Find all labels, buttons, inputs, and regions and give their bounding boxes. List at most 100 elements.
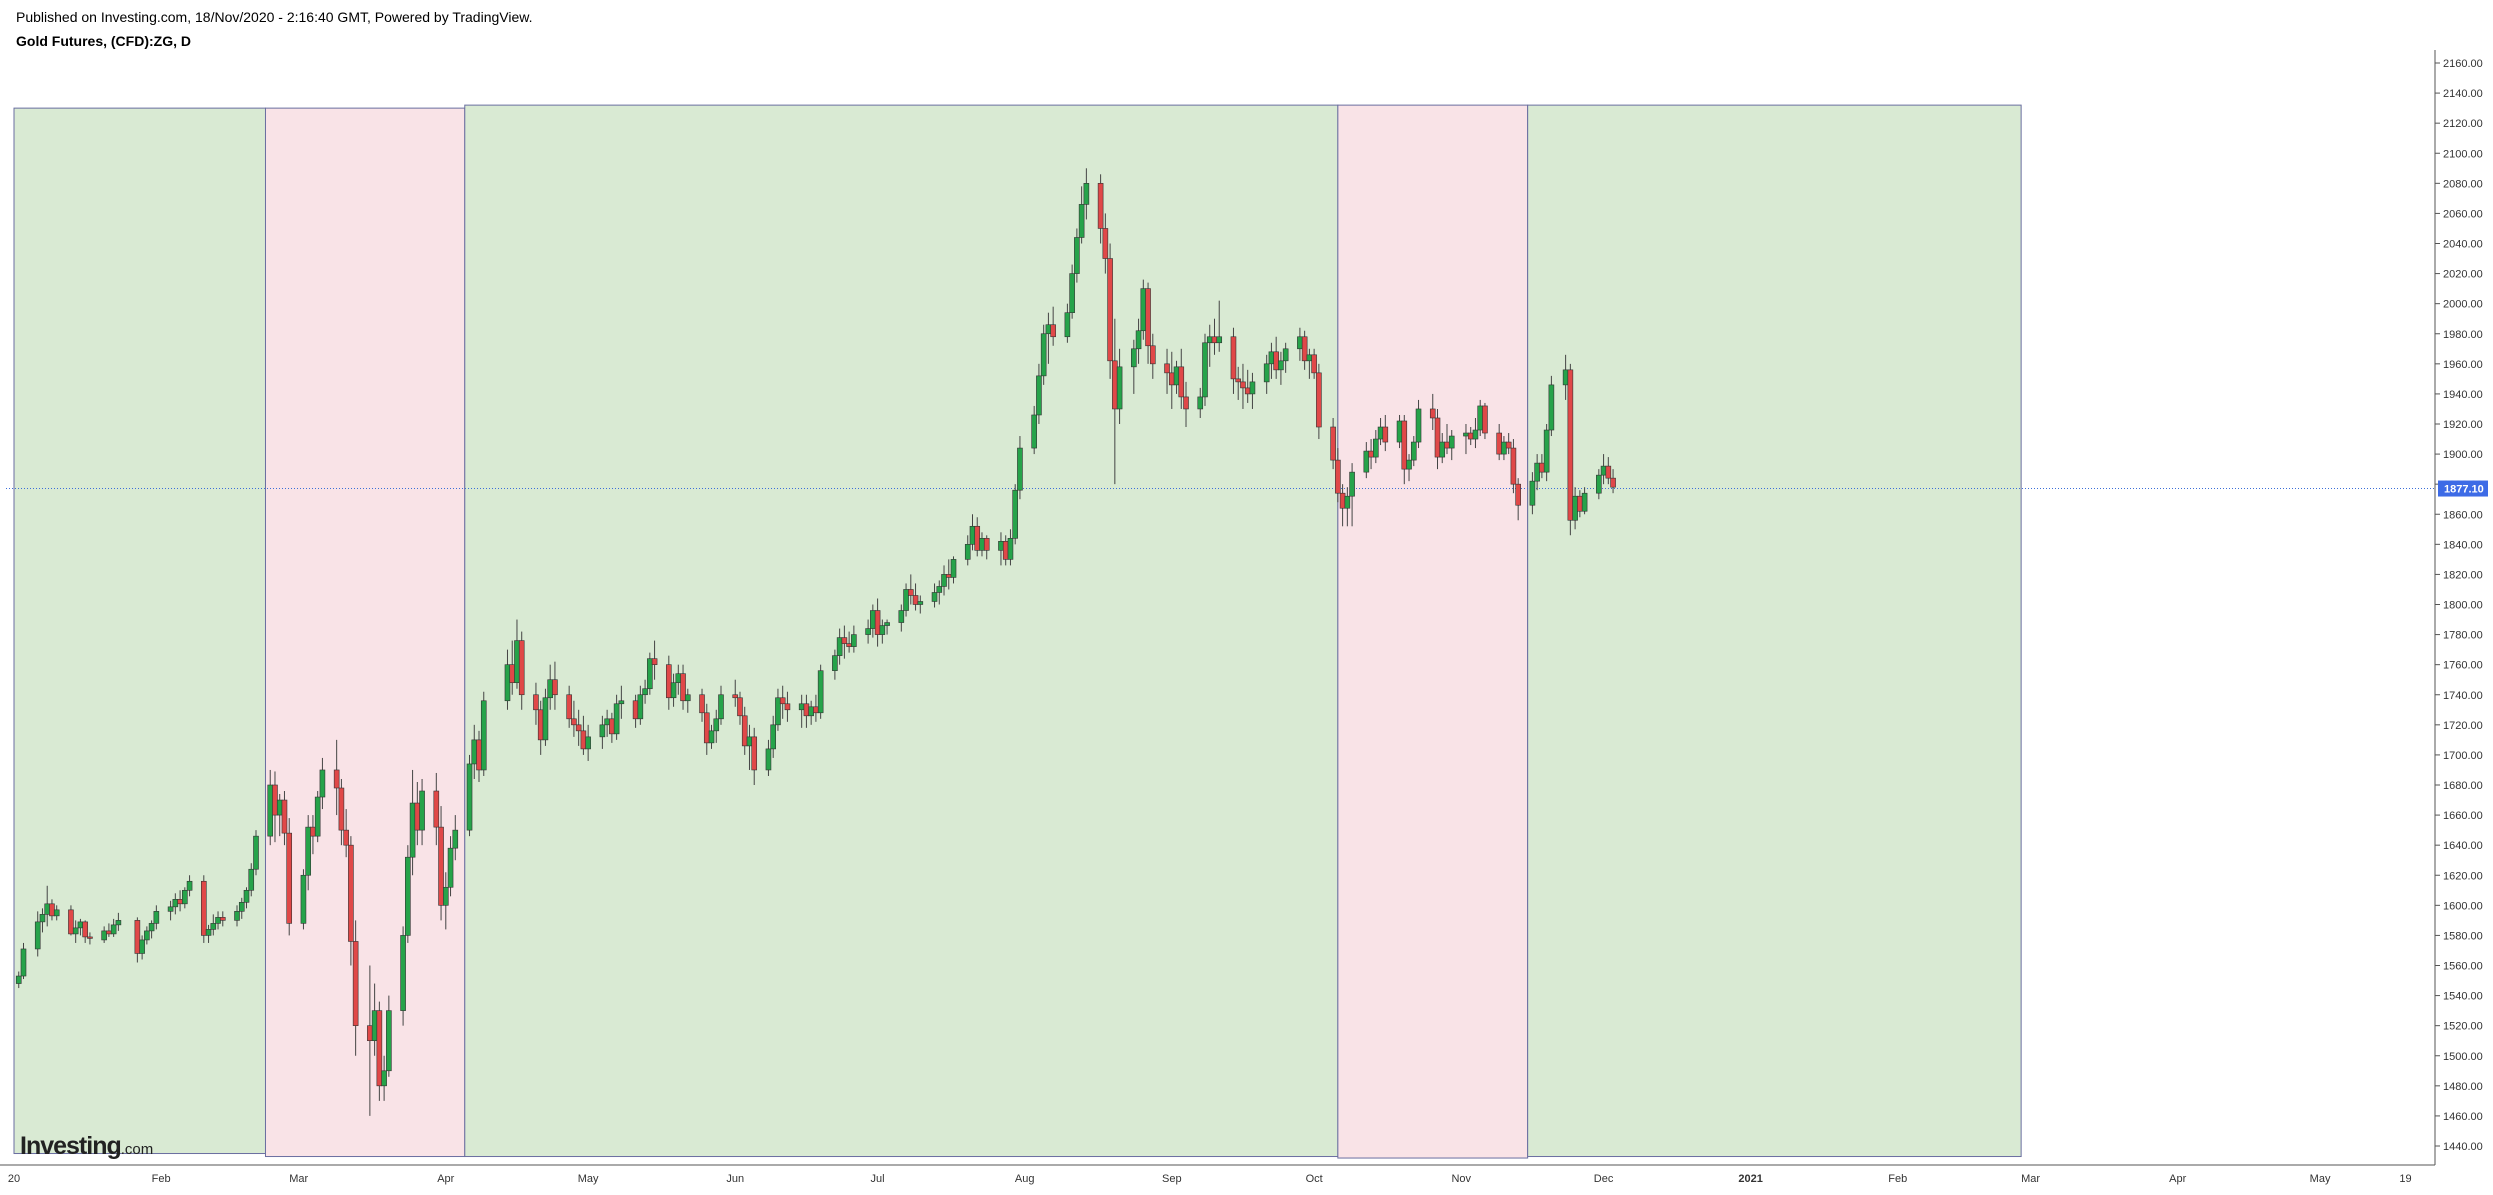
candle-2020-06-11[interactable] <box>779 685 786 719</box>
candle-2020-07-15[interactable] <box>941 565 947 596</box>
candle-2020-10-08[interactable] <box>1344 487 1351 527</box>
candle-2020-03-18[interactable] <box>376 1001 383 1101</box>
candle-2020-02-27[interactable] <box>281 791 288 846</box>
candle-2020-06-22[interactable] <box>832 649 838 680</box>
candle-2020-09-11[interactable] <box>1216 300 1223 352</box>
candle-2020-05-15[interactable] <box>651 640 658 680</box>
candle-2020-02-20[interactable] <box>248 863 255 897</box>
candle-2020-07-14[interactable] <box>936 580 943 605</box>
candle-2020-07-13[interactable] <box>931 583 938 608</box>
candle-2020-08-24[interactable] <box>1131 339 1137 394</box>
candle-2020-09-15[interactable] <box>1235 366 1242 400</box>
candle-2020-08-19[interactable] <box>1107 243 1113 379</box>
candle-2020-03-11[interactable] <box>343 809 349 858</box>
candle-2020-01-16[interactable] <box>82 920 88 943</box>
candle-2020-02-21[interactable] <box>253 830 259 876</box>
candle-2020-08-11[interactable] <box>1069 264 1075 319</box>
candle-2020-06-05[interactable] <box>751 727 758 785</box>
candle-2020-03-05[interactable] <box>314 791 321 843</box>
candle-2020-10-22[interactable] <box>1410 436 1417 467</box>
candle-2020-07-07[interactable] <box>903 583 909 617</box>
candle-2020-03-27[interactable] <box>419 778 425 846</box>
candle-2020-10-05[interactable] <box>1330 417 1336 470</box>
candle-2020-06-08[interactable] <box>765 739 772 776</box>
candle-2020-03-09[interactable] <box>333 739 340 816</box>
candle-2020-03-02[interactable] <box>300 869 307 930</box>
candle-2020-07-31[interactable] <box>1017 436 1023 500</box>
candle-2020-09-03[interactable] <box>1178 348 1185 409</box>
candle-2020-08-04[interactable] <box>1036 363 1042 424</box>
candle-2020-03-23[interactable] <box>400 926 406 1026</box>
candle-2020-11-20[interactable] <box>1548 375 1555 437</box>
candle-2020-03-03[interactable] <box>305 815 311 891</box>
candle-2020-08-07[interactable] <box>1050 306 1056 346</box>
candle-2020-02-19[interactable] <box>243 887 250 909</box>
candle-2020-01-29[interactable] <box>144 926 150 945</box>
candle-2020-03-06[interactable] <box>319 757 326 810</box>
candle-2020-02-14[interactable] <box>219 911 226 927</box>
candle-2020-01-10[interactable] <box>53 905 60 921</box>
candle-2020-05-21[interactable] <box>680 664 686 710</box>
candle-2020-09-14[interactable] <box>1230 327 1237 394</box>
candle-2020-07-02[interactable] <box>879 619 886 644</box>
candle-2020-11-13[interactable] <box>1515 478 1521 521</box>
candle-2020-08-14[interactable] <box>1083 168 1090 220</box>
candle-2020-06-19[interactable] <box>817 664 824 719</box>
candle-2020-05-08[interactable] <box>618 685 625 719</box>
candle-2020-05-27[interactable] <box>708 724 715 749</box>
candle-2020-01-20[interactable] <box>101 926 107 943</box>
candle-2020-04-20[interactable] <box>533 682 539 725</box>
candle-2020-02-10[interactable] <box>201 875 207 943</box>
candle-2020-10-20[interactable] <box>1401 414 1408 485</box>
candle-2020-04-22[interactable] <box>542 688 549 746</box>
candle-2020-04-27[interactable] <box>566 685 572 728</box>
candle-2020-06-10[interactable] <box>775 688 781 731</box>
candle-2020-04-29[interactable] <box>575 709 582 746</box>
candle-2020-01-22[interactable] <box>110 918 117 937</box>
candle-2020-01-02[interactable] <box>15 971 22 989</box>
candle-2020-08-03[interactable] <box>1031 405 1037 455</box>
candle-2020-08-27[interactable] <box>1145 282 1151 364</box>
candle-2020-03-19[interactable] <box>381 1055 387 1101</box>
candle-2020-10-16[interactable] <box>1382 414 1389 452</box>
candle-2020-02-06[interactable] <box>182 887 188 909</box>
candle-2020-10-14[interactable] <box>1373 430 1379 464</box>
candle-2020-08-13[interactable] <box>1078 186 1085 244</box>
zone-bullish-4[interactable] <box>1527 104 2022 1158</box>
candle-2020-04-06[interactable] <box>466 754 473 837</box>
candle-2020-04-01[interactable] <box>442 872 449 930</box>
candle-2020-07-24[interactable] <box>983 535 990 560</box>
candle-2020-10-09[interactable] <box>1349 463 1355 527</box>
candle-2020-11-27[interactable] <box>1581 487 1588 515</box>
candle-2020-06-24[interactable] <box>841 625 848 659</box>
candle-2020-10-06[interactable] <box>1335 448 1341 503</box>
candle-2020-04-17[interactable] <box>518 631 525 710</box>
candle-2020-08-18[interactable] <box>1102 213 1109 274</box>
candle-2020-07-30[interactable] <box>1012 484 1018 545</box>
candle-2020-03-24[interactable] <box>405 845 411 943</box>
candle-2020-05-19[interactable] <box>670 673 677 707</box>
candle-2020-01-28[interactable] <box>139 935 145 960</box>
candle-2020-01-06[interactable] <box>34 911 41 957</box>
candle-2020-03-13[interactable] <box>352 920 359 1056</box>
candle-2020-06-09[interactable] <box>770 715 777 758</box>
candle-2020-04-03[interactable] <box>452 815 459 861</box>
candle-2020-01-14[interactable] <box>72 920 79 943</box>
candle-2020-11-30[interactable] <box>1596 469 1602 500</box>
candle-2020-11-16[interactable] <box>1529 472 1536 515</box>
candle-2020-09-16[interactable] <box>1240 363 1246 409</box>
candle-2020-04-24[interactable] <box>552 661 558 710</box>
candle-2020-09-24[interactable] <box>1278 351 1284 385</box>
candle-2020-11-06[interactable] <box>1482 402 1488 440</box>
candle-2020-05-13[interactable] <box>642 679 648 704</box>
candle-2020-02-18[interactable] <box>238 897 245 919</box>
zone-bearish-1[interactable] <box>264 107 466 1158</box>
candle-2020-07-20[interactable] <box>964 535 971 566</box>
candle-2020-02-11[interactable] <box>205 924 212 943</box>
zone-bullish-0[interactable] <box>13 107 266 1155</box>
candle-2020-03-31[interactable] <box>438 806 444 921</box>
candle-2020-02-07[interactable] <box>186 875 193 897</box>
candle-2020-10-30[interactable] <box>1448 430 1455 461</box>
candle-2020-07-10[interactable] <box>917 595 924 614</box>
candle-2020-09-07[interactable] <box>1197 387 1204 418</box>
